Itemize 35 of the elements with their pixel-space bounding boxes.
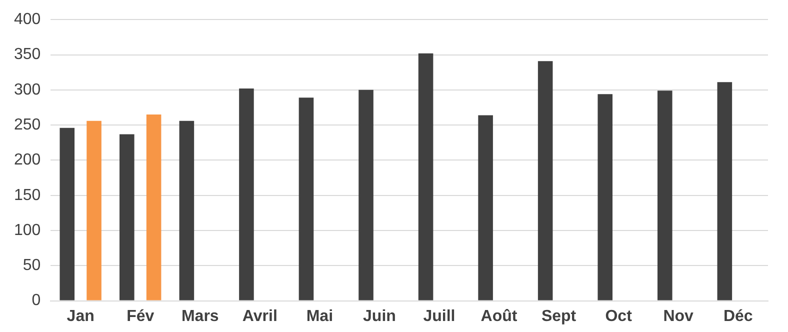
y-tick-label: 100: [14, 222, 41, 239]
x-tick-label: Mars: [181, 308, 219, 325]
bar: [478, 115, 493, 300]
x-tick-label: Fév: [126, 308, 154, 325]
x-tick-label: Juin: [363, 308, 396, 325]
y-tick-label: 50: [22, 257, 41, 274]
bar: [239, 88, 254, 300]
bar: [657, 90, 672, 300]
x-tick-label: Jan: [66, 308, 94, 325]
y-tick-label: 0: [32, 292, 41, 310]
y-tick-label: 400: [14, 11, 41, 28]
y-tick-label: 300: [14, 81, 41, 98]
x-tick-label: Avril: [242, 308, 278, 325]
x-tick-label: Sept: [541, 308, 577, 325]
y-tick-label: 200: [14, 152, 41, 169]
bar: [598, 94, 613, 300]
bar: [179, 120, 194, 300]
bar: [146, 114, 162, 300]
bar: [418, 53, 434, 300]
y-tick-label: 350: [14, 46, 41, 64]
x-tick-label: Nov: [663, 308, 694, 325]
x-tick-label: Mai: [306, 308, 334, 325]
x-tick-label: Août: [480, 308, 518, 325]
bar: [717, 82, 732, 300]
bar: [358, 90, 374, 300]
bar: [298, 98, 314, 300]
y-tick-label: 250: [14, 116, 41, 134]
bar: [86, 120, 102, 300]
bar: [120, 134, 134, 300]
bar: [60, 128, 75, 300]
x-tick-label: Oct: [605, 308, 633, 325]
x-tick-label: Déc: [723, 308, 753, 325]
y-tick-label: 150: [14, 186, 41, 204]
bar: [538, 61, 553, 300]
x-tick-label: Juill: [423, 308, 456, 325]
